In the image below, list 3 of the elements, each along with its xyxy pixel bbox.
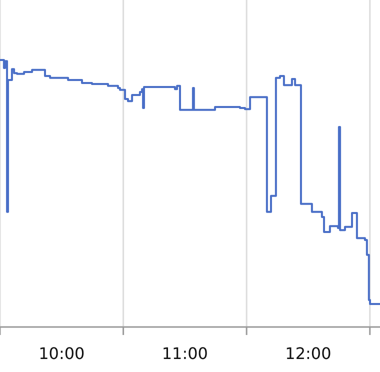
x-tick-label: 11:00 xyxy=(162,344,208,363)
x-tick-label: 10:00 xyxy=(38,344,85,363)
x-tick-label: 12:00 xyxy=(285,344,332,363)
